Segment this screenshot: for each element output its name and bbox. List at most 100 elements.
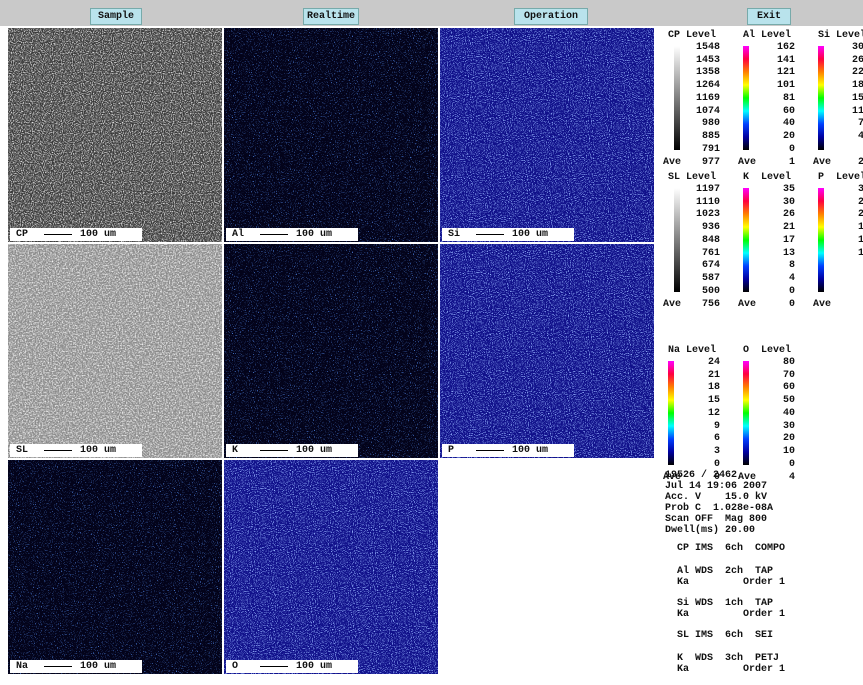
screen: {"buttons":["Sample","Realtime","Operati… [0,0,863,676]
level-value: 1023 [696,209,720,220]
info-line: Scan OFF Mag 800 [665,514,773,525]
level-value: 60 [783,382,795,393]
scale-line [476,450,504,451]
scale-text: 100 um [512,228,548,241]
level-title: CP Level [668,30,716,41]
level-value: 587 [702,273,720,284]
channel-line: Ka Order 1 [677,664,785,675]
ave-value: 0 [714,472,720,483]
map-texture [8,460,222,674]
level-value: 1548 [696,42,720,53]
scale-line [260,234,288,235]
level-value: 8 [789,260,795,271]
map-panel: Al100 um [224,28,438,242]
ave-value: 1 [789,157,795,168]
level-value: 0 [714,459,720,470]
level-value: 936 [702,222,720,233]
level-title: P Level [818,172,863,183]
level-bar [743,188,749,292]
level-value: 0 [789,286,795,297]
level-bar [674,46,680,150]
level-bar [674,188,680,292]
level-value: 141 [777,55,795,66]
ave-value: 977 [702,157,720,168]
map-image [224,244,438,458]
level-title: SL Level [668,172,716,183]
ave-label: Ave [663,299,681,310]
level-value: 0 [789,459,795,470]
map-texture [8,28,222,242]
level-value: 22 [858,209,863,220]
toolbar-button[interactable]: Operation [514,8,588,25]
level-value: 11 [858,248,863,259]
level-value: 1169 [696,93,720,104]
level-title: K Level [743,172,791,183]
scale-text: 100 um [296,228,332,241]
level-title: O Level [743,345,791,356]
level-value: 12 [708,408,720,419]
level-value: 114 [852,106,863,117]
level-value: 980 [702,118,720,129]
level-value: 77 [858,118,863,129]
level-value: 13 [783,248,795,259]
ave-label: Ave [663,472,681,483]
ave-value: 21 [858,157,863,168]
level-title: Al Level [743,30,791,41]
level-value: 1358 [696,67,720,78]
level-value: 35 [783,184,795,195]
level-value: 10 [783,446,795,457]
level-value: 40 [783,408,795,419]
ave-label: Ave [738,472,756,483]
ave-value: 4 [789,472,795,483]
level-value: 791 [702,144,720,155]
channel-line: Ka Order 1 [677,577,785,588]
level-value: 0 [789,144,795,155]
level-value: 9 [714,421,720,432]
scale-line [44,450,72,451]
scale-text: 100 um [80,444,116,457]
level-bar [818,188,824,292]
map-panel: Si100 um [440,28,654,242]
level-scale: P Level302622181511730Ave0 [810,172,863,312]
toolbar-button[interactable]: Sample [90,8,142,25]
level-title: Na Level [668,345,716,356]
map-texture [440,244,654,458]
level-value: 188 [852,80,863,91]
channel-line: Si WDS 1ch TAP [677,598,785,609]
map-image [8,244,222,458]
level-value: 1197 [696,184,720,195]
level-value: 20 [783,131,795,142]
map-image [224,460,438,674]
level-value: 101 [777,80,795,91]
toolbar-button[interactable]: Exit [747,8,791,25]
map-image [440,244,654,458]
level-value: 15 [708,395,720,406]
level-scale: Si Level30026222518815111477403Ave21 [810,30,863,170]
toolbar-button[interactable]: Realtime [303,8,359,25]
element-name: Na [16,660,28,673]
scale-label: P100 um [442,444,574,457]
channel-line: CP IMS 6ch COMPO [677,543,785,554]
scale-line [44,234,72,235]
level-value: 3 [714,446,720,457]
level-value: 15 [858,235,863,246]
channel-group: CP IMS 6ch COMPO [665,543,785,554]
scale-text: 100 um [296,660,332,673]
level-value: 1453 [696,55,720,66]
map-panel: P100 um [440,244,654,458]
level-value: 70 [783,370,795,381]
scale-line [260,666,288,667]
level-value: 80 [783,357,795,368]
info-line: Dwell(ms) 20.00 [665,525,773,536]
level-value: 4 [789,273,795,284]
channel-group: Si WDS 1ch TAPKa Order 1 [665,598,785,620]
level-value: 1074 [696,106,720,117]
level-value: 30 [858,184,863,195]
level-value: 24 [708,357,720,368]
level-value: 60 [783,106,795,117]
scale-label: Na100 um [10,660,142,673]
level-value: 26 [783,209,795,220]
level-scale: SL Level119711101023936848761674587500Av… [660,172,734,312]
